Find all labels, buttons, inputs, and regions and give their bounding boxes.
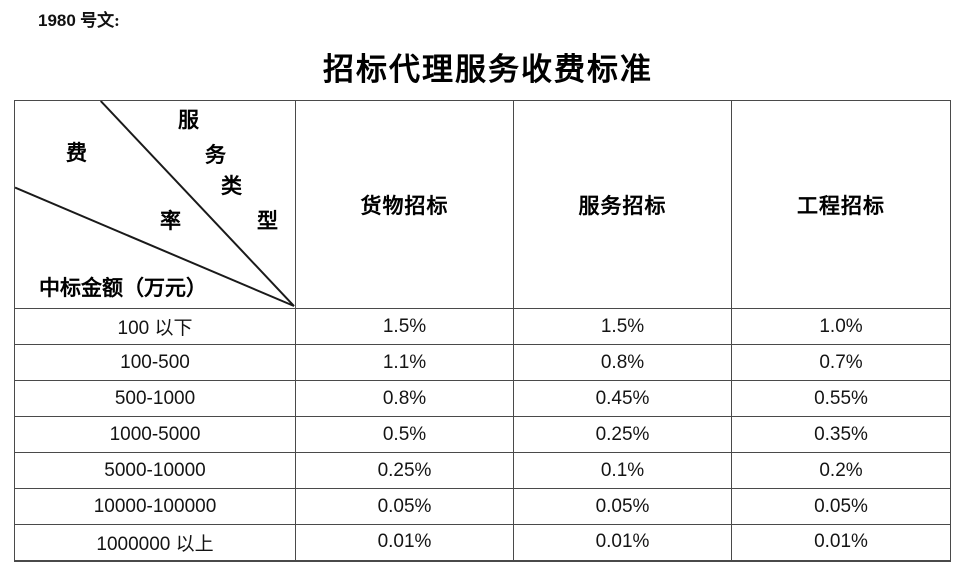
- amount-cell: 100-500: [14, 344, 296, 381]
- rate-cell-goods: 1.5%: [295, 308, 514, 345]
- corner-fee-char-1: 费: [66, 141, 87, 165]
- page-title: 招标代理服务收费标准: [323, 52, 653, 87]
- rate-cell-services: 1.5%: [513, 308, 732, 345]
- rate-cell-engineering: 0.7%: [731, 344, 951, 381]
- rate-cell-engineering: 0.01%: [731, 524, 951, 562]
- rate-cell-services: 0.8%: [513, 344, 732, 381]
- rate-cell-goods: 0.05%: [295, 488, 514, 525]
- doc-number-suffix: 号文:: [80, 11, 120, 30]
- amount-cell: 10000-100000: [14, 488, 296, 525]
- rate-cell-goods: 1.1%: [295, 344, 514, 381]
- amount-cell: 1000000 以上: [14, 524, 296, 562]
- column-header-goods: 货物招标: [295, 100, 514, 309]
- table-row: 500-1000 0.8% 0.45% 0.55%: [14, 380, 951, 417]
- corner-type-char-2: 务: [205, 143, 226, 167]
- rate-cell-engineering: 0.55%: [731, 380, 951, 417]
- table-row: 1000000 以上 0.01% 0.01% 0.01%: [14, 524, 951, 562]
- rate-cell-goods: 0.01%: [295, 524, 514, 562]
- corner-type-char-1: 服: [178, 108, 199, 132]
- rate-cell-services: 0.25%: [513, 416, 732, 453]
- column-header-engineering: 工程招标: [731, 100, 951, 309]
- doc-number-label: 1980 号文:: [38, 6, 120, 31]
- diagonal-divider-lines: [15, 101, 295, 307]
- rate-cell-services: 0.45%: [513, 380, 732, 417]
- rate-cell-goods: 0.5%: [295, 416, 514, 453]
- amount-cell: 5000-10000: [14, 452, 296, 489]
- corner-header-cell: 费 率 服 务 类 型 中标金额（万元）: [14, 100, 296, 309]
- rate-cell-engineering: 0.2%: [731, 452, 951, 489]
- table-row: 1000-5000 0.5% 0.25% 0.35%: [14, 416, 951, 453]
- rate-cell-services: 0.1%: [513, 452, 732, 489]
- table-row: 5000-10000 0.25% 0.1% 0.2%: [14, 452, 951, 489]
- rate-cell-engineering: 0.05%: [731, 488, 951, 525]
- table-row: 100-500 1.1% 0.8% 0.7%: [14, 344, 951, 381]
- fee-standard-table: 费 率 服 务 类 型 中标金额（万元） 货物招标 服务招标 工程招标 100 …: [14, 100, 951, 562]
- rate-cell-goods: 0.25%: [295, 452, 514, 489]
- header-row: 费 率 服 务 类 型 中标金额（万元） 货物招标 服务招标 工程招标: [14, 100, 951, 309]
- amount-cell: 500-1000: [14, 380, 296, 417]
- table-row: 10000-100000 0.05% 0.05% 0.05%: [14, 488, 951, 525]
- table-row: 100 以下 1.5% 1.5% 1.0%: [14, 308, 951, 345]
- corner-type-char-3: 类: [221, 174, 242, 198]
- amount-cell: 100 以下: [14, 308, 296, 345]
- rate-cell-engineering: 0.35%: [731, 416, 951, 453]
- corner-fee-char-2: 率: [160, 209, 181, 233]
- rate-cell-services: 0.05%: [513, 488, 732, 525]
- doc-number: 1980: [38, 11, 76, 30]
- rate-cell-goods: 0.8%: [295, 380, 514, 417]
- column-header-services: 服务招标: [513, 100, 732, 309]
- rate-cell-services: 0.01%: [513, 524, 732, 562]
- amount-cell: 1000-5000: [14, 416, 296, 453]
- corner-type-char-4: 型: [257, 209, 278, 233]
- rate-cell-engineering: 1.0%: [731, 308, 951, 345]
- row-axis-label: 中标金额（万元）: [39, 276, 207, 300]
